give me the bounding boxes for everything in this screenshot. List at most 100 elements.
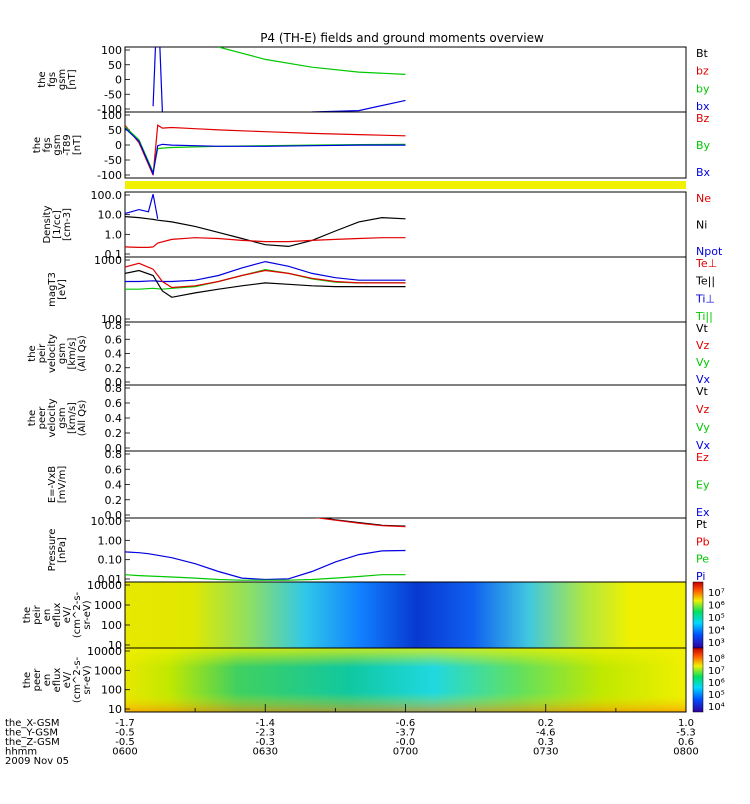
series-line — [125, 269, 406, 298]
colorbar-peer_en — [692, 647, 704, 713]
x-row-label: the_X-GSM — [5, 718, 59, 729]
legend-entry: Vy — [696, 356, 710, 369]
y-tick-label: 0.4 — [105, 348, 123, 361]
y-axis-label: fgs — [47, 72, 58, 87]
y-tick-label: 100 — [101, 109, 122, 122]
panel-frame — [124, 191, 687, 258]
series-line — [125, 194, 159, 219]
x-row-value: -0.6 — [396, 718, 416, 729]
colorbar-tick-label: 10⁴ — [708, 702, 725, 713]
panel-fgs_t89: 100 50 0 -50 -100 the fgs gsm -T89 [nT] Bz By Bx — [32, 109, 711, 182]
x-axis-labels: the_X-GSM -1.7 -1.4 -0.6 0.2 1.0 the_Y-GSM -0.5… — [5, 704, 699, 767]
legend-entry: Pe — [696, 553, 709, 566]
legend-entry: Ni — [696, 219, 707, 232]
legend-entry: Pt — [696, 518, 708, 531]
y-axis-label: [nPa] — [57, 537, 68, 563]
legend-entry: Te⊥ — [695, 257, 717, 270]
series-line — [125, 127, 406, 176]
legend-entry: Vy — [696, 421, 710, 434]
legend-entry: Ne — [696, 192, 711, 205]
x-row-value: -1.7 — [115, 718, 135, 729]
y-tick-label: 0.6 — [105, 333, 123, 346]
x-row-value: 0600 — [112, 747, 137, 758]
x-row-value: 0730 — [533, 747, 558, 758]
y-axis-label: [1/cc] — [52, 210, 63, 239]
y-tick-label: 0.0 — [105, 509, 123, 522]
x-row-value: -0.3 — [255, 737, 275, 748]
legend-entry: Pi — [696, 570, 705, 583]
y-axis-label: sr-eV) — [82, 665, 93, 694]
y-tick-label: 0.6 — [105, 397, 123, 410]
legend-entry: bx — [696, 100, 710, 113]
colorbar-peir_en — [692, 581, 704, 649]
y-axis-label: [mV/m] — [57, 466, 68, 504]
legend-entry: Te|| — [695, 275, 715, 288]
colorbar-tick-label: 10⁷ — [708, 666, 725, 677]
y-tick-label: 10.00 — [91, 515, 123, 528]
panel-temp: 1000 100 magT3 [eV] Te⊥ Te|| Ti⊥ Ti|| — [47, 254, 717, 326]
x-row-value: 0.2 — [538, 718, 554, 729]
x-row-value: -0.5 — [115, 728, 135, 739]
y-axis-label: peer — [32, 668, 43, 692]
legend-entry: Vz — [696, 339, 710, 352]
panel-peer_v: 0.8 0.6 0.4 0.2 0.0 the peer velocity gsm [km/s](… — [27, 382, 711, 455]
legend-entry: Vt — [696, 322, 709, 335]
legend-entry: Npot — [696, 245, 723, 258]
y-axis-label: [km/s] — [67, 402, 78, 434]
series-line — [125, 262, 406, 289]
legend-entry: Vx — [696, 439, 711, 452]
y-axis-label: [eV] — [57, 279, 68, 300]
colorbar-tick-label: 10⁶ — [708, 678, 725, 689]
x-row-value: 0.6 — [678, 737, 694, 748]
y-tick-label: 0.0 — [105, 442, 123, 455]
y-axis-label: peer — [37, 406, 48, 430]
y-axis-label: the — [22, 672, 33, 688]
y-tick-label: 0.10 — [98, 554, 123, 567]
y-tick-label: 0.2 — [105, 494, 123, 507]
x-row-value: -3.7 — [396, 728, 416, 739]
y-tick-label: 10 — [108, 639, 122, 652]
y-axis-label: sr-eV) — [82, 600, 93, 629]
y-tick-label: 0.0 — [105, 376, 123, 389]
panel-frame — [124, 321, 687, 386]
legend-entry: Ti|| — [695, 310, 713, 323]
y-axis-label: E=-VxB — [47, 466, 58, 503]
date-label: 2009 Nov 05 — [5, 756, 69, 767]
y-tick-label: 0.4 — [105, 412, 123, 425]
panel-peir_v: 0.80.6 0.40.20.0 the peir velocity gsm [km/s](… — [27, 319, 711, 389]
y-axis-label: [nT] — [67, 69, 78, 89]
legend-entry: By — [696, 139, 711, 152]
x-row-label: the_Y-GSM — [5, 728, 58, 739]
panel-frame — [124, 256, 687, 323]
plot-title: P4 (TH-E) fields and ground moments over… — [260, 31, 544, 45]
y-tick-label: 1000 — [94, 254, 122, 267]
y-axis-label: [cm-3] — [62, 208, 73, 241]
y-axis-label: peir — [37, 343, 48, 363]
y-axis-label: Pressure — [47, 529, 58, 572]
y-axis-label: gsm — [57, 407, 68, 428]
y-axis-label: velocity — [47, 334, 58, 373]
y-axis-label: eflux — [52, 603, 63, 628]
y-axis-label: Density — [42, 205, 53, 243]
series-line — [314, 518, 406, 528]
y-axis-label: gsm — [57, 69, 68, 90]
y-axis-label: en — [42, 609, 53, 622]
panel-pressure: 10.00 1.00 0.10 0.01 Pressure [nPa] Pt Pb Pe Pi — [47, 515, 710, 586]
y-tick-label: 0.8 — [105, 382, 123, 395]
y-axis-label: the — [27, 345, 38, 361]
y-tick-label: 50 — [108, 124, 122, 137]
panel-frame — [124, 384, 687, 452]
y-axis-label: velocity — [47, 398, 58, 437]
series-line — [125, 124, 406, 176]
y-axis-label: the — [32, 137, 43, 153]
colorbar-tick-label: 10⁴ — [708, 626, 725, 637]
y-tick-label: 0.8 — [105, 319, 123, 332]
y-tick-label: 100 — [101, 684, 122, 697]
y-tick-label: 1.0 — [105, 228, 123, 241]
y-tick-label: 0.2 — [105, 362, 123, 375]
y-tick-label: 10000 — [87, 645, 122, 658]
y-tick-label: 100 — [101, 44, 122, 57]
